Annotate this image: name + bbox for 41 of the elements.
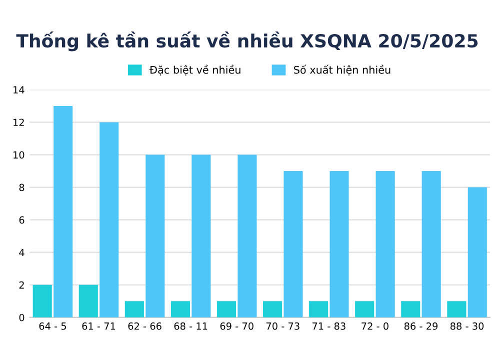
y-tick-label: 4 [19, 248, 24, 256]
y-tick-label: 0 [19, 314, 24, 322]
bar [32, 284, 52, 318]
x-tick-label: 70 - 73 [266, 322, 300, 330]
x-tick-label: 88 - 30 [450, 322, 484, 330]
bar [216, 301, 236, 318]
y-tick-label: 8 [19, 184, 24, 192]
x-tick-label: 72 - 0 [362, 322, 388, 330]
y-tick-label: 14 [14, 86, 24, 94]
bar [447, 301, 466, 318]
x-tick-label: 68 - 11 [174, 322, 208, 330]
bar [422, 171, 441, 318]
bar [54, 106, 73, 318]
bar [192, 154, 211, 318]
x-tick-label: 71 - 83 [312, 322, 346, 330]
x-tick-label: 86 - 29 [404, 322, 438, 330]
bar [263, 301, 282, 318]
bar [284, 171, 303, 318]
legend-label: Đặc biệt về nhiều [150, 64, 240, 76]
y-tick-label: 12 [14, 118, 24, 126]
x-tick-label: 64 - 5 [39, 322, 66, 330]
x-tick-label: 61 - 71 [82, 322, 116, 330]
bar [78, 284, 98, 318]
chart-title: Thống kê tần suất về nhiều XSQNA 20/5/2025 [16, 32, 478, 52]
y-tick-label: 10 [14, 151, 24, 159]
bar [146, 154, 165, 318]
bar [376, 171, 395, 318]
bar [238, 154, 257, 318]
x-tick-label: 62 - 66 [128, 322, 162, 330]
x-tick-label: 69 - 70 [220, 322, 254, 330]
bar [309, 301, 328, 318]
y-tick-label: 6 [19, 216, 24, 224]
bar [100, 122, 119, 318]
bar [355, 301, 374, 318]
bar [401, 301, 420, 318]
bar [170, 301, 190, 318]
bar [330, 171, 349, 318]
legend-label: Số xuất hiện nhiều [294, 64, 390, 76]
bar [468, 187, 487, 318]
y-tick-label: 2 [19, 281, 24, 289]
bar [124, 301, 144, 318]
